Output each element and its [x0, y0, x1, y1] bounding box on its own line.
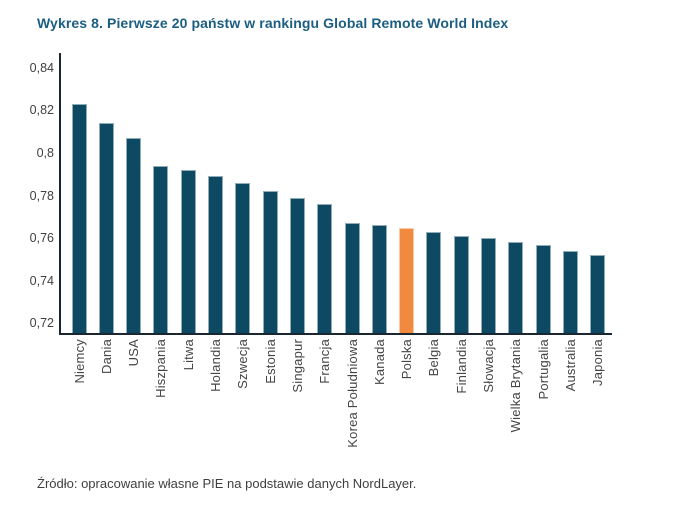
y-tick-label-0,84: 0,84	[29, 60, 54, 75]
x-label-wielka-brytania: Wielka Brytania	[508, 339, 524, 433]
x-label-szwecja: Szwecja	[235, 339, 251, 389]
x-axis-line	[59, 333, 612, 335]
bar-japonia	[590, 255, 606, 334]
bar-litwa	[180, 169, 196, 334]
bar-finlandia	[453, 236, 469, 334]
bar-dania	[98, 123, 114, 334]
bar-belgia	[426, 231, 442, 334]
x-label-estonia: Estonia	[262, 339, 278, 384]
x-label-litwa: Litwa	[180, 339, 196, 371]
x-label-australia: Australia	[562, 339, 578, 392]
x-label-japonia: Japonia	[590, 339, 606, 386]
bar-singapur	[289, 197, 305, 334]
bar-korea-południowa	[344, 223, 360, 334]
x-label-singapur: Singapur	[289, 339, 305, 393]
bar-niemcy	[71, 103, 87, 334]
y-axis-line	[59, 53, 61, 334]
y-tick-label-0,74: 0,74	[29, 273, 54, 288]
x-label-hiszpania: Hiszpania	[153, 339, 169, 398]
x-label-kanada: Kanada	[371, 339, 387, 386]
bar-hiszpania	[153, 165, 169, 334]
x-label-dania: Dania	[98, 339, 114, 374]
x-label-korea-południowa: Korea Południowa	[344, 339, 360, 448]
x-label-portugalia: Portugalia	[535, 339, 551, 400]
y-tick-label-0,8: 0,8	[36, 145, 54, 160]
bar-usa	[126, 138, 142, 334]
x-label-finlandia: Finlandia	[453, 339, 469, 394]
chart-title: Wykres 8. Pierwsze 20 państw w rankingu …	[37, 15, 509, 31]
x-label-holandia: Holandia	[208, 339, 223, 392]
bar-szwecja	[235, 182, 251, 334]
bar-kanada	[371, 225, 387, 334]
x-label-usa: USA	[126, 339, 142, 367]
bar-wielka-brytania	[508, 242, 524, 334]
y-tick-label-0,82: 0,82	[29, 103, 54, 118]
bar-australia	[562, 250, 578, 334]
x-label-francja: Francja	[317, 339, 333, 384]
bar-francja	[317, 204, 333, 334]
y-tick-label-0,78: 0,78	[29, 188, 54, 203]
x-label-słowacja: Słowacja	[481, 339, 496, 393]
bar-polska	[399, 227, 415, 334]
x-label-niemcy: Niemcy	[71, 339, 87, 384]
x-label-polska: Polska	[399, 339, 415, 380]
bar-słowacja	[481, 238, 496, 334]
bar-estonia	[262, 191, 278, 334]
bar-portugalia	[535, 244, 551, 334]
chart-source-note: Źródło: opracowanie własne PIE na podsta…	[37, 476, 417, 491]
bar-holandia	[208, 176, 223, 334]
y-tick-label-0,72: 0,72	[29, 316, 54, 331]
y-tick-label-0,76: 0,76	[29, 231, 54, 246]
x-label-belgia: Belgia	[426, 339, 442, 377]
